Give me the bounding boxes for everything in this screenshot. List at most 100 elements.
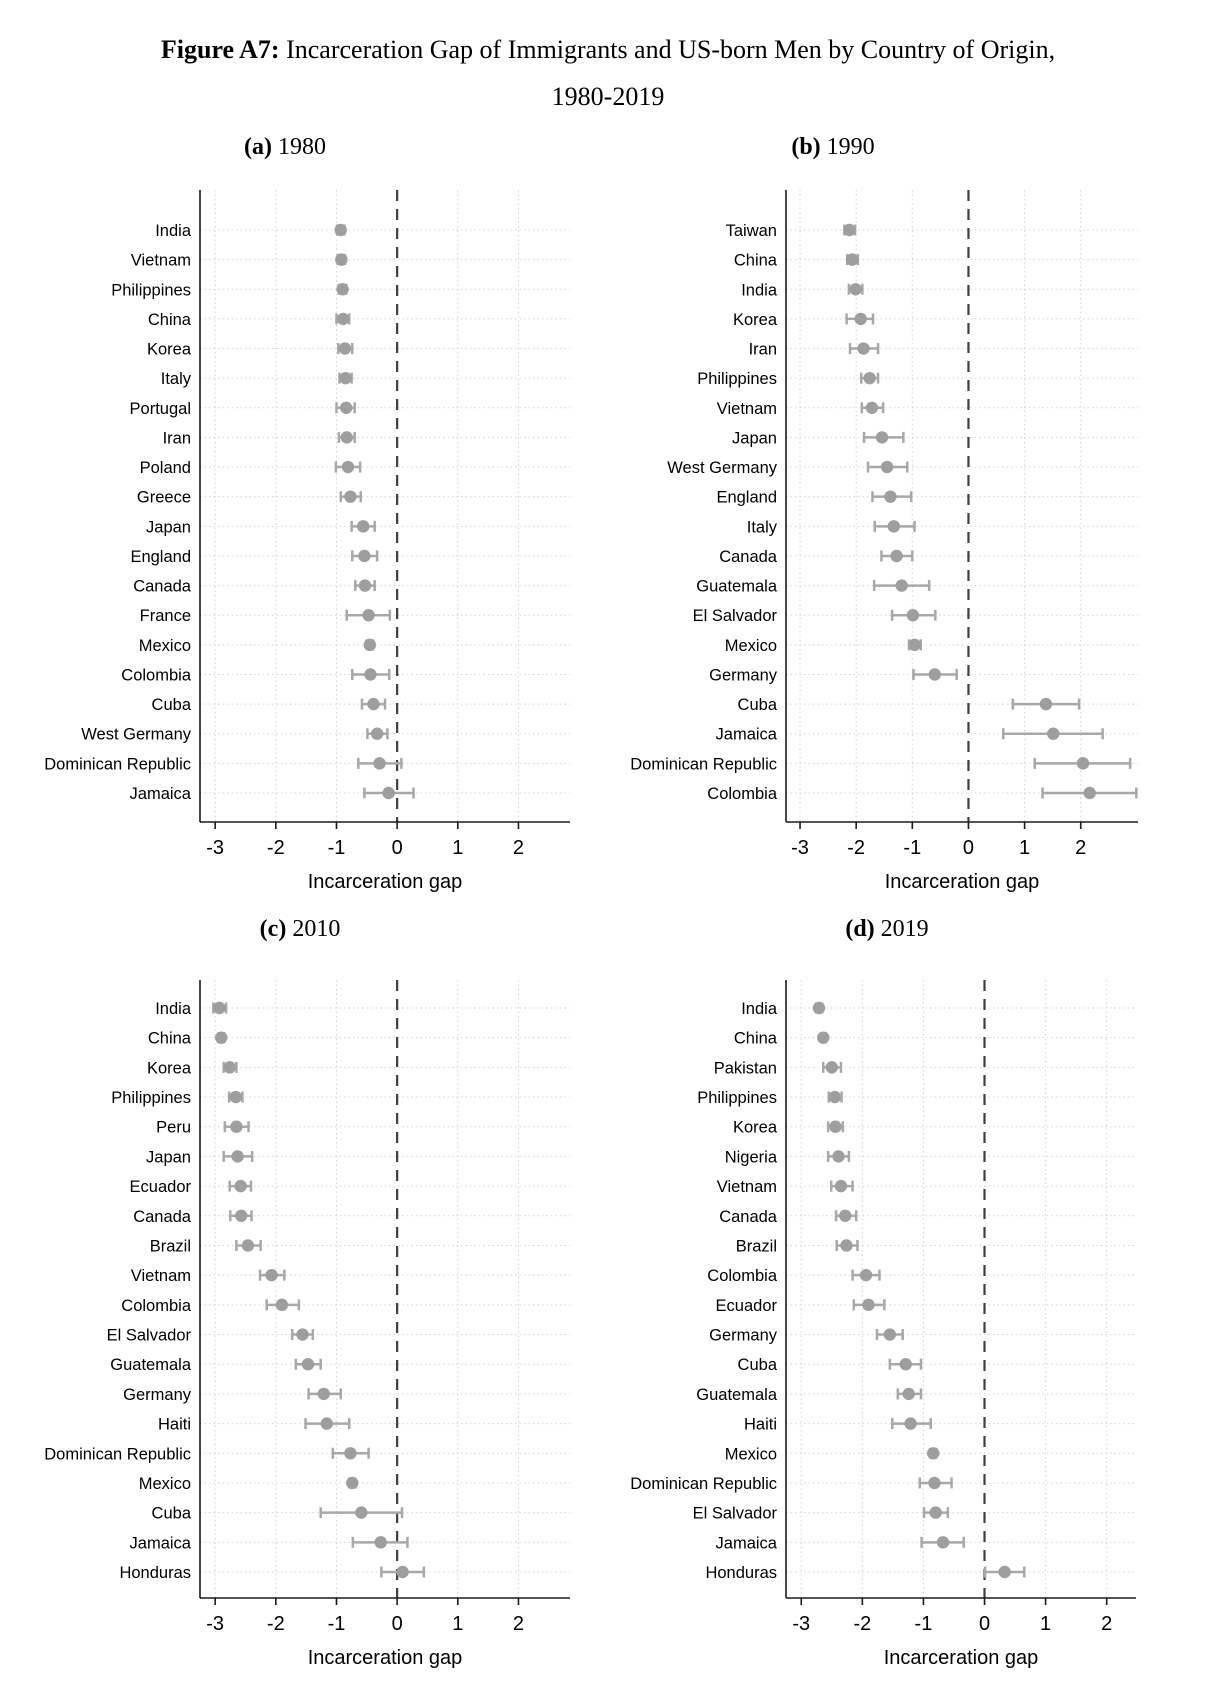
axis-label: Incarceration gap: [884, 1647, 1039, 1669]
data-point: [230, 1120, 243, 1133]
data-point: [301, 1358, 315, 1371]
country-label: Poland: [140, 459, 191, 477]
country-label: Ecuador: [130, 1178, 192, 1196]
axis-label: Incarceration gap: [885, 871, 1040, 893]
country-label: Brazil: [736, 1237, 777, 1255]
country-label: Dominican Republic: [44, 755, 191, 773]
data-point: [231, 1150, 244, 1163]
data-point: [344, 1447, 357, 1460]
country-label: Germany: [709, 1327, 778, 1345]
data-point: [296, 1328, 309, 1341]
country-label: Germany: [123, 1386, 192, 1404]
country-label: Mexico: [725, 1445, 777, 1463]
data-point: [859, 1268, 873, 1282]
data-point: [334, 223, 347, 237]
country-label: Colombia: [121, 1297, 192, 1315]
country-label: Philippines: [697, 1089, 777, 1107]
data-point: [364, 668, 377, 681]
country-label: Japan: [146, 1148, 191, 1166]
tick-label: 0: [392, 1613, 403, 1635]
tick-label: 1: [452, 837, 463, 859]
data-point: [346, 1476, 359, 1490]
country-label: Jamaica: [716, 1534, 778, 1552]
country-label: Pakistan: [714, 1059, 777, 1077]
country-label: China: [734, 252, 778, 270]
data-point: [849, 283, 862, 296]
country-label: Cuba: [738, 1356, 778, 1374]
country-label: Mexico: [139, 1475, 191, 1493]
country-label: India: [155, 222, 192, 240]
data-point: [899, 1358, 912, 1371]
country-label: Brazil: [150, 1237, 191, 1255]
panel-letter: (d): [845, 916, 875, 942]
country-label: England: [130, 548, 191, 566]
data-point: [908, 638, 921, 652]
data-point: [998, 1565, 1011, 1579]
country-label: Cuba: [738, 696, 778, 714]
country-label: Taiwan: [726, 222, 777, 240]
country-label: Guatemala: [696, 1386, 778, 1404]
data-point: [275, 1298, 289, 1312]
tick-label: -1: [915, 1613, 933, 1635]
data-point: [829, 1120, 842, 1133]
panel-subtitle-1990: (b) 1990: [616, 128, 1050, 172]
tick-label: 0: [392, 837, 403, 859]
data-point: [936, 1536, 950, 1549]
data-point: [336, 283, 349, 296]
axis-label: Incarceration gap: [308, 1647, 463, 1669]
country-label: England: [716, 489, 777, 507]
country-label: Portugal: [130, 400, 191, 418]
country-label: West Germany: [81, 726, 191, 744]
country-label: Guatemala: [696, 578, 778, 596]
data-point: [356, 520, 370, 533]
country-label: Nigeria: [725, 1148, 778, 1166]
tick-label: 1: [1040, 1613, 1051, 1635]
data-point: [367, 697, 380, 711]
country-label: Korea: [733, 311, 778, 329]
data-point: [890, 549, 903, 563]
country-label: Korea: [147, 1059, 192, 1077]
data-point: [880, 460, 894, 474]
country-label: Dominican Republic: [630, 1475, 777, 1493]
country-label: Colombia: [121, 666, 192, 684]
country-label: Haiti: [158, 1416, 191, 1434]
data-point: [317, 1387, 330, 1401]
data-point: [1076, 757, 1090, 770]
panel-year: 1990: [826, 134, 875, 160]
tick-label: -3: [791, 837, 809, 859]
data-point: [265, 1268, 278, 1282]
country-label: Italy: [747, 518, 778, 536]
panel-1980: (a) 1980 -3 -2 -1 0 1 2 Incarceration gap India…: [30, 128, 580, 902]
country-label: Honduras: [119, 1564, 191, 1582]
panel-2019: (d) 2019 -3 -2 -1 0 1 2 Incarceration gap India…: [616, 902, 1186, 1688]
data-point: [895, 579, 908, 592]
tick-label: -1: [328, 837, 346, 859]
tick-label: 0: [963, 837, 974, 859]
panel-year: 1980: [277, 134, 326, 160]
tick-label: -1: [328, 1613, 346, 1635]
data-point: [336, 312, 350, 326]
country-label: El Salvador: [693, 1505, 778, 1523]
data-point: [358, 579, 372, 592]
data-point: [863, 371, 876, 385]
tick-label: 2: [513, 837, 524, 859]
data-point: [843, 223, 856, 237]
country-label: Canada: [133, 1208, 192, 1226]
axis-label: Incarceration gap: [308, 871, 463, 893]
data-point: [335, 253, 348, 266]
country-label: France: [140, 607, 191, 625]
dot-plot-2019: -3 -2 -1 0 1 2 Incarceration gap India China Paki…: [630, 980, 1136, 1669]
country-label: Vietnam: [717, 400, 777, 418]
data-point: [223, 1061, 236, 1074]
tick-label: 2: [513, 1613, 524, 1635]
data-point: [834, 1179, 848, 1193]
country-label: Canada: [719, 548, 778, 566]
country-label: Vietnam: [131, 1267, 191, 1285]
data-point: [229, 1090, 242, 1104]
tick-label: -2: [853, 1613, 871, 1635]
data-point: [883, 1328, 897, 1341]
tick-label: 1: [1019, 837, 1030, 859]
country-label: Peru: [156, 1119, 191, 1137]
data-point: [370, 727, 384, 740]
panel-1990: (b) 1990 -3 -2 -1 0 1 2 Incarceration gap Taiwa…: [616, 128, 1186, 902]
